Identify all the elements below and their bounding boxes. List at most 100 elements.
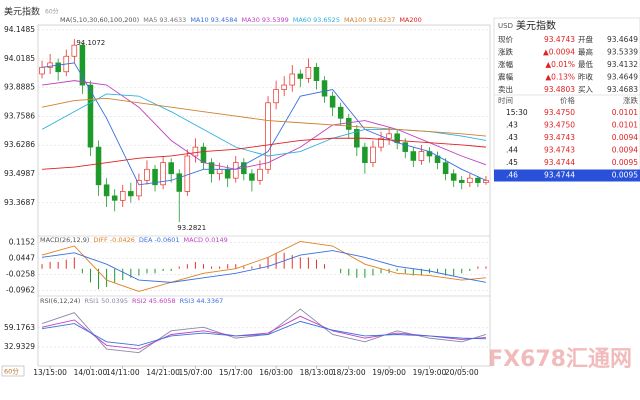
candle-body xyxy=(329,95,336,108)
candle-body xyxy=(192,146,199,157)
legend-value: 93.6237 xyxy=(368,16,395,24)
candle-body xyxy=(55,62,61,73)
tick-cell: 0.0101 xyxy=(612,108,638,117)
quote-value: ▲0.01% xyxy=(545,60,575,69)
candle-body xyxy=(79,44,86,86)
x-tick-label: 14/01:00 xyxy=(74,368,108,377)
quote-label: 开盘 xyxy=(578,34,593,44)
x-tick-label: 15/07:00 xyxy=(179,368,213,377)
x-tick-label: 13/15:00 xyxy=(33,368,67,377)
y-tick-label: 94.0185 xyxy=(4,54,35,63)
quote-value: 93.5339 xyxy=(607,48,638,57)
candle-body xyxy=(281,84,287,90)
quote-value: 93.4132 xyxy=(607,60,638,69)
legend-label: RSI(6,12,24) xyxy=(40,297,80,305)
plot-frame xyxy=(37,24,491,367)
candle-body xyxy=(176,173,183,192)
tick-cell: 93.4750 xyxy=(544,121,575,130)
legend-value: 93.4633 xyxy=(159,16,186,24)
quote-name: 美元指数 xyxy=(516,19,556,32)
tick-cell[interactable]: 0.0095 xyxy=(612,171,638,180)
tick-cell: 93.4743 xyxy=(544,133,575,142)
quote-value: 93.4743 xyxy=(544,35,575,44)
candle-body xyxy=(362,146,368,163)
period: 60分 xyxy=(45,8,59,16)
legend-name: MA200 xyxy=(399,16,421,24)
candle-body xyxy=(249,173,255,181)
y-tick-label: 0.0447 xyxy=(9,254,35,263)
legend-value: 93.6525 xyxy=(313,16,340,24)
tick-header: 时间 xyxy=(498,95,513,105)
quote-label: 涨幅 xyxy=(498,59,513,69)
candle-body xyxy=(111,195,118,201)
y-tick-label: 93.4987 xyxy=(4,169,35,178)
tick-cell[interactable]: .46 xyxy=(506,171,518,180)
candle-body xyxy=(160,162,166,186)
candle-body xyxy=(345,117,352,130)
candle-body xyxy=(410,151,417,161)
candle-body xyxy=(450,173,457,181)
selected-row[interactable] xyxy=(494,169,640,182)
legend-value: 93.5399 xyxy=(262,16,289,24)
candle-body xyxy=(265,102,271,170)
ma-line xyxy=(41,62,487,186)
candle-body xyxy=(402,142,409,152)
legend-name: MA60 xyxy=(293,16,311,24)
y-tick-label: 59.1763 xyxy=(4,323,35,332)
candle-body xyxy=(321,80,328,97)
tick-cell: 0.0101 xyxy=(612,121,638,130)
candle-body xyxy=(289,73,296,86)
candle-body xyxy=(458,180,465,183)
candle-body xyxy=(394,133,400,144)
quote-label: 卖出 xyxy=(498,84,513,94)
period-button[interactable] xyxy=(1,365,25,377)
candle-body xyxy=(87,84,94,148)
candle-body xyxy=(208,162,215,175)
tick-header: 涨跌 xyxy=(623,95,638,105)
candle-body xyxy=(216,168,223,175)
tick-cell: 93.4750 xyxy=(544,108,575,117)
rsi-line xyxy=(41,315,487,350)
ma-line xyxy=(41,97,487,137)
x-tick-label: 18/13:00 xyxy=(300,368,334,377)
y-tick-label: 32.9329 xyxy=(4,342,35,351)
legend-name: MA30 xyxy=(242,16,260,24)
candle-body xyxy=(152,168,158,186)
quote-value: 93.4683 xyxy=(607,85,638,94)
period-button-label[interactable]: 60分 xyxy=(4,367,19,376)
legend-name: RSI1 xyxy=(84,297,99,305)
candle-body xyxy=(47,62,53,68)
candle-body xyxy=(119,191,126,201)
candle-body xyxy=(39,66,45,75)
candle-body xyxy=(475,177,481,183)
x-tick-label: 16/03:00 xyxy=(259,368,293,377)
candle-body xyxy=(144,168,150,181)
y-tick-label: 94.1485 xyxy=(4,25,35,34)
candle-body xyxy=(370,146,376,163)
candle-body xyxy=(103,184,110,197)
candle-body xyxy=(128,191,134,197)
legend-name: MA100 xyxy=(344,16,366,24)
quote-panel xyxy=(493,17,640,179)
legend-value: 44.3367 xyxy=(196,297,223,305)
candle-body xyxy=(386,133,392,139)
tick-cell: .43 xyxy=(506,121,518,130)
y-tick-label: -0.0962 xyxy=(6,286,35,295)
tick-cell: 93.4743 xyxy=(544,146,575,155)
quote-value: ▲0.13% xyxy=(545,73,575,82)
legend-value: 50.0395 xyxy=(101,297,128,305)
x-tick-label: 14/11:00 xyxy=(106,368,140,377)
candle-body xyxy=(305,66,312,79)
quote-code: USD xyxy=(498,22,513,30)
tick-cell: .44 xyxy=(506,146,518,155)
legend-value: -0.0426 xyxy=(110,236,135,244)
quote-value: 93.4803 xyxy=(544,85,575,94)
candle-body xyxy=(71,44,78,57)
legend-name: MA5 xyxy=(143,16,157,24)
tick-cell: .43 xyxy=(506,133,518,142)
quote-label: 震幅 xyxy=(498,72,513,82)
quote-label: 昨收 xyxy=(578,72,593,82)
tick-cell[interactable]: 93.4744 xyxy=(544,171,575,180)
y-tick-label: 93.6286 xyxy=(4,140,35,149)
